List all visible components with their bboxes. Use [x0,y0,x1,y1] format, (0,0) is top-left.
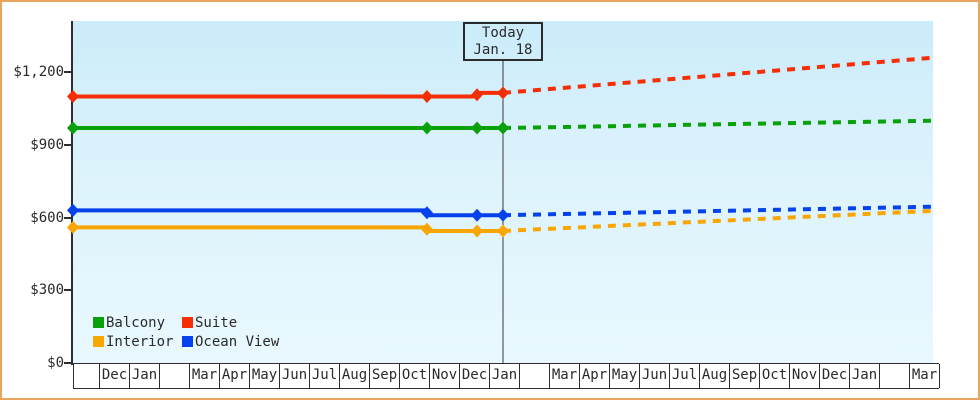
x-axis-cell-blank [160,364,190,388]
x-axis-cell-nov: Nov [430,364,460,388]
x-axis-cell-jan: Jan [130,364,160,388]
data-point-marker-suite [497,86,509,100]
x-axis-cell-sep: Sep [730,364,760,388]
x-axis-cell-dec: Dec [460,364,490,388]
data-point-marker-ocean-view [67,203,79,217]
data-point-marker-ocean-view [497,208,509,222]
chart-canvas [67,55,934,363]
y-axis-label: $0 [47,355,64,371]
series-line-suite [73,90,503,99]
x-axis-cell-jan: Jan [850,364,880,388]
x-axis-cell-apr: Apr [580,364,610,388]
today-annotation-date: Jan. 18 [473,42,533,58]
legend-item-interior: Interior [93,332,182,351]
x-axis-cell-blank [74,364,100,388]
x-axis-cell-dec: Dec [100,364,130,388]
series-line-interior [73,225,503,233]
y-axis-tick [64,289,71,292]
x-axis-cell-jul: Jul [310,364,340,388]
y-axis-label: $600 [30,209,64,226]
x-axis-cell-dec: Dec [820,364,850,388]
legend-item-suite: Suite [182,313,279,332]
data-point-marker-suite [420,89,433,103]
y-axis-tick [64,71,71,74]
x-axis-cell-may: May [610,364,640,388]
series-forecast-ocean-view [502,204,934,218]
legend-item-balcony: Balcony [93,313,182,332]
data-point-marker-interior [420,222,433,236]
y-axis-label: $300 [30,282,64,299]
data-point-marker-balcony [471,121,484,135]
series-forecast-interior [502,208,934,233]
chart-legend: Balcony Suite Interior Ocean View [93,313,279,351]
data-point-marker-interior [67,220,79,234]
data-point-marker-interior [497,224,509,238]
x-axis-cell-jul: Jul [670,364,700,388]
legend-label: Interior [106,333,174,350]
data-point-marker-suite [67,89,79,103]
x-axis-cell-mar: Mar [550,364,580,388]
y-axis-tick [64,362,71,364]
x-axis-cell-blank [520,364,550,388]
x-axis-cell-aug: Aug [700,364,730,388]
data-point-marker-balcony [420,121,433,135]
series-forecast-balcony [502,118,934,130]
data-point-marker-suite [471,88,484,102]
data-point-marker-balcony [67,121,79,135]
x-axis-cell-jun: Jun [640,364,670,388]
legend-swatch-suite [182,317,193,328]
y-axis-label: $900 [30,136,64,153]
x-axis-cell-oct: Oct [760,364,790,388]
data-point-marker-interior [471,224,484,238]
legend-swatch-balcony [93,317,104,328]
y-axis-line [71,21,74,365]
legend-label: Ocean View [195,333,280,350]
legend-swatch-ocean-view [182,336,193,347]
legend-item-ocean-view: Ocean View [182,332,279,351]
today-annotation-title: Today [481,25,525,41]
x-axis-cell-oct: Oct [400,364,430,388]
x-axis-cell-apr: Apr [220,364,250,388]
data-point-marker-ocean-view [471,208,484,222]
y-axis-label: $1,200 [13,64,64,81]
x-axis-cell-jan: Jan [490,364,520,388]
x-axis: Dec Jan Mar Apr May Jun Jul Aug Sep Oct Nov Dec Jan M… [73,363,940,389]
x-axis-cell-jun: Jun [280,364,310,388]
legend-swatch-interior [93,336,104,347]
x-axis-cell-aug: Aug [340,364,370,388]
x-axis-cell-blank [880,364,910,388]
data-point-marker-ocean-view [420,206,433,220]
x-axis-cell-mar: Mar [190,364,220,388]
data-point-marker-balcony [497,121,509,135]
plot-area: Today Jan. 18 Balcony Suite Interior Ocean … [67,21,934,363]
x-axis-cell-nov: Nov [790,364,820,388]
y-axis-tick [64,143,71,146]
x-axis-cell-sep: Sep [370,364,400,388]
x-axis-cell-mar: Mar [910,364,940,388]
legend-label: Balcony [106,314,166,331]
legend-label: Suite [195,314,238,331]
y-axis-tick [64,216,71,219]
today-annotation: Today Jan. 18 [463,22,543,61]
series-line-ocean-view [73,208,503,218]
x-axis-cell-may: May [250,364,280,388]
series-forecast-suite [502,55,934,95]
